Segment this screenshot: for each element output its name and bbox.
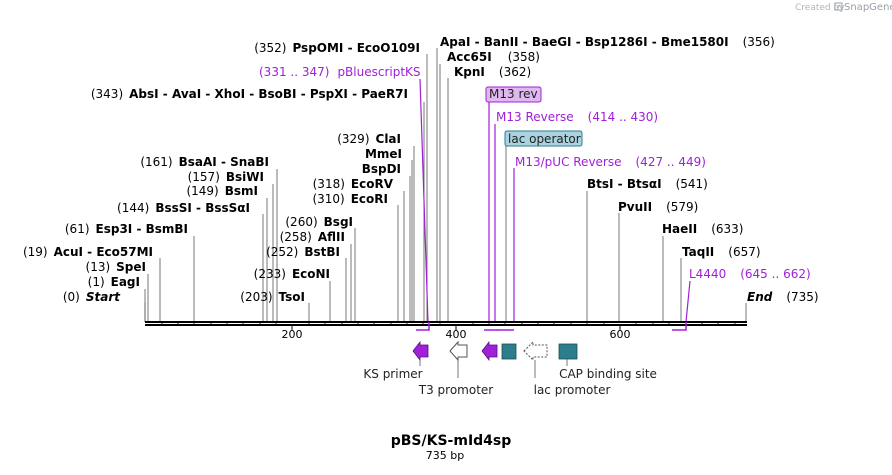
site-mmei: MmeI <box>365 147 402 161</box>
sequence-backbone <box>145 321 747 330</box>
site-esp3i: (61) Esp3I - BsmBI <box>65 222 188 236</box>
site-bsgi: (260) BsgI <box>285 215 353 229</box>
tick-600: 600 <box>610 328 631 341</box>
site-aflii: (258) AflII <box>280 230 345 244</box>
site-haeii: HaeII (633) <box>662 222 744 236</box>
primer-leaders <box>419 78 691 323</box>
primer-pbluescriptks: (331 .. 347) pBluescriptKS <box>259 65 421 79</box>
site-bspdi: BspDI <box>362 162 401 176</box>
feature-lac-operator-label: lac operator <box>508 132 581 146</box>
site-ecorv: (318) EcoRV <box>313 177 394 191</box>
site-spei: (13) SpeI <box>86 260 146 274</box>
site-absi: (343) AbsI - AvaI - XhoI - BsoBI - PspXI … <box>91 87 408 101</box>
tick-400: 400 <box>446 328 467 341</box>
site-bsiwi: (157) BsiWI <box>188 170 264 184</box>
feature-m13-primer-arrow[interactable] <box>481 340 498 362</box>
site-ecori: (310) EcoRI <box>312 192 388 206</box>
site-bsaai: (161) BsaAI - SnaBI <box>140 155 269 169</box>
site-eagi: (1) EagI <box>88 275 140 289</box>
site-kpni: KpnI (362) <box>454 65 531 79</box>
feature-t3-promoter-arrow[interactable] <box>449 340 468 362</box>
primer-m13-puc-reverse: M13/pUC Reverse (427 .. 449) <box>515 155 706 169</box>
site-bsssi: (144) BssSI - BssSαI <box>117 201 250 215</box>
site-apai: ApaI - BanII - BaeGI - Bsp1286I - Bme158… <box>440 35 775 49</box>
site-acc65i: Acc65I (358) <box>447 50 540 64</box>
site-econi: (233) EcoNI <box>254 267 330 281</box>
site-pspomi: (352) PspOMI - EcoO109I <box>254 41 420 55</box>
feature-lac-promoter-label: lac promoter <box>534 383 611 397</box>
site-tsoi: (203) TsoI <box>240 290 305 304</box>
feature-ks-primer-arrow[interactable] <box>412 340 429 362</box>
primer-m13-reverse: M13 Reverse (414 .. 430) <box>496 110 658 124</box>
site-end: End (735) <box>747 290 819 304</box>
tick-200: 200 <box>282 328 303 341</box>
site-bstbi: (252) BstBI <box>266 245 340 259</box>
site-bsmi: (149) BsmI <box>186 184 258 198</box>
site-clai: (329) ClaI <box>337 132 401 146</box>
primer-m13rev-box[interactable] <box>485 86 542 103</box>
feature-cap-binding-site-box[interactable] <box>558 343 578 360</box>
site-pvuii: PvuII (579) <box>618 200 698 214</box>
feature-lac-operator-box[interactable] <box>504 130 583 147</box>
feature-t3-promoter-label: T3 promoter <box>418 383 494 397</box>
feature-cap-binding-site-label: CAP binding site <box>559 367 657 381</box>
snapgene-logo-icon <box>834 2 843 11</box>
site-leaders <box>144 48 747 322</box>
primer-l4440: L4440 (645 .. 662) <box>689 267 811 281</box>
feature-lac-promoter-arrow[interactable] <box>523 340 548 362</box>
map-title: pBS/KS-mId4sp <box>391 433 512 449</box>
map-length: 735 bp <box>426 449 464 462</box>
site-start: (0) Start <box>63 290 121 304</box>
site-btsi: BtsI - BtsαI (541) <box>587 177 708 191</box>
feature-ks-primer-label: KS primer <box>363 367 422 381</box>
credit-text: Created by <box>795 3 845 13</box>
credit-brand: SnapGene <box>844 2 892 13</box>
site-taqii: TaqII (657) <box>682 245 761 259</box>
primer-spans <box>416 322 687 331</box>
feature-lac-operator-box-small[interactable] <box>501 343 517 360</box>
site-acui: (19) AcuI - Eco57MI <box>23 245 153 259</box>
feature-label-leaders <box>419 359 568 378</box>
primer-m13rev-label: M13 rev <box>489 87 538 101</box>
